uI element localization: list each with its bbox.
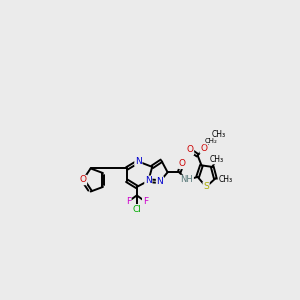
Text: O: O [179, 159, 186, 168]
Text: CH₂: CH₂ [204, 138, 217, 144]
Text: CH₃: CH₃ [218, 175, 233, 184]
Text: O: O [186, 146, 194, 154]
Text: S: S [203, 182, 209, 191]
Text: F: F [126, 197, 131, 206]
Text: Cl: Cl [132, 205, 141, 214]
Text: N: N [157, 177, 163, 186]
Text: F: F [143, 197, 148, 206]
Text: N: N [145, 176, 152, 185]
Text: CH₃: CH₃ [212, 130, 226, 139]
Text: CH₃: CH₃ [210, 155, 224, 164]
Text: O: O [200, 144, 207, 153]
Text: NH: NH [181, 176, 193, 184]
Text: N: N [135, 157, 142, 166]
Text: O: O [80, 176, 86, 184]
